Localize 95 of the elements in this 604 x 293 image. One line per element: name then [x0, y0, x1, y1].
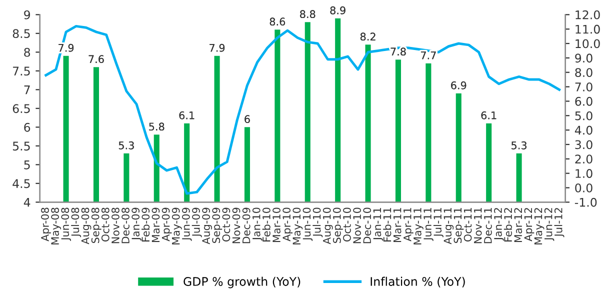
- y2-tick-label: 7.0: [575, 82, 592, 92]
- y2-tick-label: -1.0: [574, 198, 597, 207]
- x-tick-label: Apr-10: [282, 208, 293, 242]
- x-tick-label: Jan-10: [252, 208, 262, 241]
- x-tick-label: May-10: [292, 208, 303, 244]
- x-tick-label: Sep-10: [332, 208, 343, 243]
- x-tick-label: Aug-08: [81, 208, 92, 244]
- data-label: 5.8: [149, 122, 164, 131]
- x-tick-label: May-09: [172, 208, 182, 244]
- x-tick-label: Jul-11: [433, 208, 444, 238]
- x-tick-label: Mar-12: [514, 208, 522, 242]
- y-tick-label: 4: [24, 198, 30, 207]
- x-tick-label: Dec-10: [363, 208, 372, 244]
- x-tick-label: Sep-08: [91, 208, 102, 243]
- y-tick-label: 4.5: [12, 179, 30, 188]
- x-tick-label: Mar-10: [272, 208, 280, 242]
- x-tick-label: Nov-09: [232, 208, 240, 244]
- y2-tick-label: 11.0: [576, 24, 600, 34]
- x-tick-label: Aug-09: [202, 208, 212, 244]
- x-tick-label: May-12: [534, 208, 544, 244]
- y-tick-label: 7.5: [13, 66, 30, 76]
- x-tick-label: Jan-11: [373, 208, 384, 241]
- data-label: 7.6: [88, 55, 104, 64]
- data-label: 8.2: [360, 32, 376, 41]
- x-tick-label: Oct-08: [101, 208, 110, 242]
- x-tick-label: Dec-11: [484, 208, 492, 244]
- y-tick-label: 6.5: [12, 104, 30, 114]
- y-tick-label: 9: [24, 10, 30, 20]
- y-tick-label: 5: [24, 160, 30, 170]
- x-tick-label: Jan-09: [132, 208, 142, 241]
- data-label: 6: [244, 115, 250, 124]
- data-label: 8.6: [270, 18, 286, 26]
- data-label: 6.1: [481, 111, 496, 120]
- x-tick-label: Jun-11: [424, 208, 434, 241]
- y2-tick-label: 9.0: [575, 54, 592, 63]
- data-label: 8.8: [300, 10, 316, 18]
- x-tick-label: Jan-12: [494, 208, 504, 241]
- y2-tick-label: 8.0: [575, 68, 592, 77]
- x-tick-label: Oct-10: [343, 208, 351, 242]
- data-label: 7.7: [421, 52, 436, 60]
- x-tick-label: Nov-10: [353, 208, 361, 244]
- legend-label: Inflation % (YoY): [370, 276, 465, 288]
- x-tick-label: Apr-12: [524, 208, 534, 242]
- y2-tick-label: 6.0: [575, 96, 592, 106]
- data-label: 7.8: [390, 48, 406, 56]
- x-tick-label: Jun-10: [302, 208, 313, 241]
- x-tick-label: Feb-09: [142, 208, 150, 242]
- x-tick-label: Oct-11: [464, 208, 472, 242]
- y2-tick-label: 0.0: [575, 183, 592, 192]
- x-tick-label: May-11: [414, 208, 424, 244]
- x-tick-label: Aug-10: [322, 208, 333, 244]
- x-tick-label: Jul-08: [71, 208, 82, 238]
- y-tick-label: 8: [24, 48, 30, 57]
- x-tick-label: Feb-12: [504, 208, 512, 242]
- x-tick-label: May-08: [51, 208, 62, 244]
- x-tick-label: Aug-11: [444, 208, 454, 244]
- x-tick-label: Jun-08: [61, 208, 71, 241]
- y-tick-label: 7: [24, 86, 30, 94]
- data-label: 5.3: [118, 141, 134, 150]
- x-tick-label: Oct-09: [222, 208, 230, 242]
- x-tick-label: Jun-09: [182, 208, 192, 241]
- x-tick-label: Dec-08: [122, 208, 130, 244]
- x-tick-label: Jul-12: [554, 208, 564, 238]
- y-tick-label: 6: [24, 122, 30, 132]
- data-label: 7.9: [210, 44, 225, 52]
- x-tick-label: Jun-12: [544, 208, 554, 241]
- x-tick-label: Jul-09: [192, 208, 202, 238]
- x-tick-label: Nov-08: [112, 208, 120, 244]
- x-tick-label: Dec-09: [242, 208, 250, 244]
- y2-tick-label: 1.0: [576, 169, 592, 178]
- y-tick-label: 5.5: [12, 142, 30, 151]
- x-tick-label: Apr-08: [41, 208, 51, 242]
- y2-tick-label: 3.0: [575, 140, 592, 150]
- x-tick-label: Feb-10: [262, 208, 270, 242]
- x-tick-label: Sep-09: [212, 208, 222, 243]
- data-label: 5.3: [512, 141, 526, 150]
- y2-tick-label: 4.0: [574, 126, 592, 135]
- y2-tick-label: 12.0: [576, 10, 600, 20]
- data-label: 6.1: [179, 111, 194, 120]
- x-tick-label: Mar-09: [152, 208, 160, 242]
- y2-tick-label: 2.0: [575, 154, 592, 164]
- data-label: 8.9: [330, 6, 346, 14]
- x-tick-label: Sep-11: [454, 208, 464, 243]
- y2-tick-label: 5.0: [575, 111, 592, 120]
- x-tick-label: Jul-10: [312, 208, 323, 238]
- x-tick-label: Apr-09: [162, 208, 172, 242]
- x-tick-label: Feb-11: [383, 208, 392, 242]
- data-label: 6.9: [451, 81, 466, 90]
- x-tick-label: Mar-11: [394, 208, 402, 242]
- x-tick-label: Apr-11: [404, 208, 414, 242]
- y2-tick-label: 10.0: [576, 39, 600, 48]
- line-series: [44, 24, 561, 195]
- legend-label: GDP % growth (YoY): [184, 276, 300, 288]
- y-tick-label: 8.5: [12, 29, 30, 38]
- x-tick-label: Nov-11: [474, 208, 482, 244]
